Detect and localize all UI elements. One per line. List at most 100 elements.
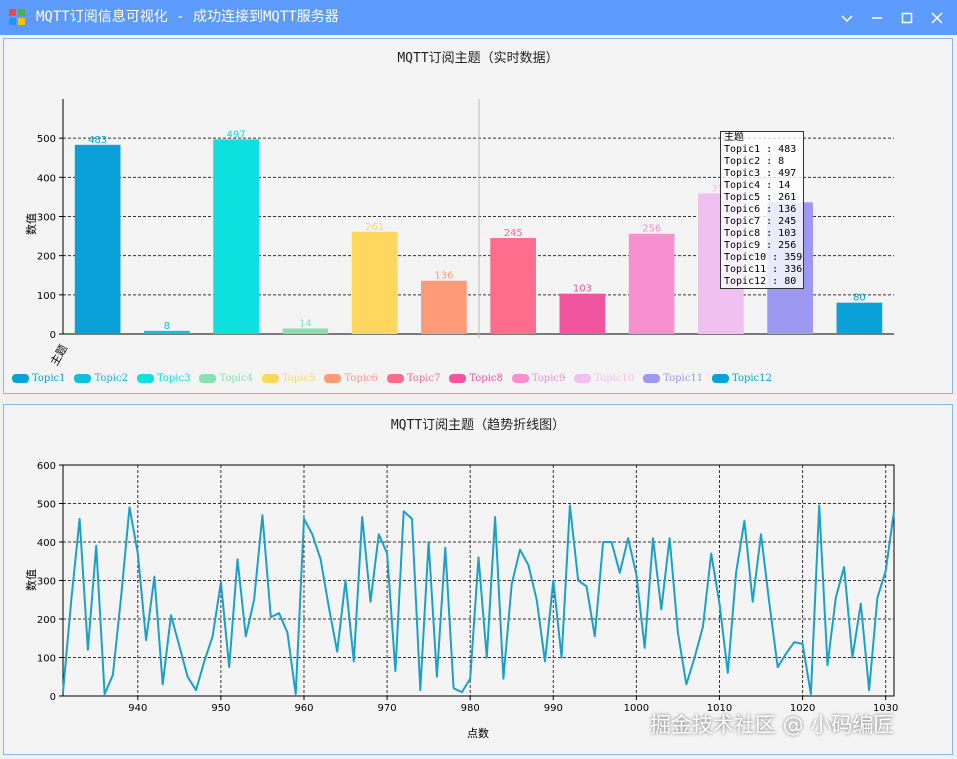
tooltip-row: Topic4 : 14: [724, 180, 791, 191]
line-x-tick-label: 1030: [873, 703, 898, 714]
bar-value-label: 14: [299, 319, 312, 330]
close-button[interactable]: [922, 0, 952, 35]
line-x-tick-label: 1020: [790, 703, 815, 714]
bar-y-axis-label: 数值: [25, 213, 38, 235]
watermark: 掘金技术社区 @ 小码编匠: [650, 713, 895, 737]
bar-y-tick-label: 300: [37, 213, 56, 224]
legend-item-topic4[interactable]: Topic4: [199, 373, 253, 384]
bar-chart-panel: MQTT订阅主题（实时数据） 0 100 200 300 400 500 483 8 497 1…: [3, 38, 953, 394]
legend-swatch: [12, 374, 29, 383]
tooltip-row: Topic10 : 359: [724, 252, 803, 263]
line-chart: 0 100 200 300 400 500 600 940 950 960 970 980 990 100…: [25, 461, 898, 740]
bar-topic3[interactable]: [213, 139, 259, 334]
bar-value-label: 136: [434, 271, 453, 282]
tooltip-row: Topic11 : 336: [724, 264, 803, 275]
line-y-tick-label: 600: [37, 461, 56, 472]
line-y-tick-label: 400: [37, 538, 56, 549]
legend-item-topic8[interactable]: Topic8: [449, 373, 503, 384]
bar-value-label: 103: [573, 284, 592, 295]
legend-swatch: [74, 374, 92, 383]
bar-topic8[interactable]: [559, 293, 606, 334]
legend-swatch: [261, 374, 279, 383]
legend-label: Topic3: [156, 373, 191, 384]
tooltip-row: Topic12 : 80: [724, 276, 797, 287]
line-x-tick-label: 1000: [624, 703, 649, 714]
legend-swatch: [643, 374, 661, 383]
tooltip-row: Topic7 : 245: [724, 216, 797, 227]
app-icon: [9, 9, 25, 25]
legend-swatch: [386, 374, 404, 383]
legend-item-topic9[interactable]: Topic9: [511, 373, 566, 384]
bar-chart: 0 100 200 300 400 500 483 8 497 14 261 136 245 103 25…: [25, 99, 894, 368]
legend-swatch: [136, 374, 154, 383]
line-y-tick-label: 100: [37, 654, 56, 665]
bar-value-label: 261: [365, 222, 384, 233]
tooltip-row: Topic8 : 103: [724, 228, 797, 239]
line-chart-title: MQTT订阅主题（趋势折线图）: [390, 418, 566, 433]
bar-y-tick-label: 0: [50, 330, 56, 341]
bar-y-tick-label: 200: [37, 252, 56, 263]
line-x-tick-label: 980: [461, 703, 480, 714]
dropdown-button[interactable]: [832, 0, 862, 35]
legend-label: Topic10: [594, 373, 635, 384]
maximize-button[interactable]: [892, 0, 922, 35]
maximize-icon: [901, 12, 913, 23]
bar-topic6[interactable]: [421, 280, 467, 334]
legend-item-topic7[interactable]: Topic7: [386, 373, 440, 384]
window-title: MQTT订阅信息可视化 - 成功连接到MQTT服务器: [36, 9, 339, 25]
line-y-axis-label: 数值: [25, 569, 38, 591]
legend-item-topic11[interactable]: Topic11: [643, 373, 703, 384]
chevron-down-icon: [841, 14, 853, 22]
bar-topic12[interactable]: [836, 302, 883, 334]
trend-line-series: [62, 504, 895, 696]
legend-label: Topic12: [732, 373, 772, 384]
line-x-tick-label: 970: [378, 703, 397, 714]
legend-item-topic3[interactable]: Topic3: [136, 373, 191, 384]
tooltip-row: Topic9 : 256: [724, 240, 797, 251]
line-plot-frame: [62, 464, 895, 697]
legend-label: Topic11: [663, 373, 704, 384]
legend-item-topic12[interactable]: Topic12: [712, 373, 772, 384]
legend-label: Topic6: [344, 373, 378, 384]
bar-value-label: 497: [227, 129, 246, 140]
legend-item-topic1[interactable]: Topic1: [12, 373, 65, 384]
line-x-tick-label: 950: [211, 703, 230, 714]
line-x-tick-label: 1010: [707, 703, 732, 714]
legend-item-topic5[interactable]: Topic5: [261, 373, 316, 384]
bar-value-label: 245: [504, 228, 523, 239]
bar-topic9[interactable]: [628, 233, 675, 334]
bar-topic4[interactable]: [282, 328, 329, 334]
bar-value-label: 483: [88, 135, 107, 146]
legend-swatch: [574, 374, 592, 383]
legend-label: Topic9: [531, 373, 566, 384]
bar-topic5[interactable]: [351, 231, 398, 334]
legend-item-topic6[interactable]: Topic6: [324, 373, 378, 384]
line-y-tick-label: 200: [37, 615, 56, 626]
legend-label: Topic8: [469, 373, 503, 384]
legend-swatch: [199, 374, 217, 383]
bar-topic7[interactable]: [490, 238, 536, 334]
legend-label: Topic5: [281, 373, 316, 384]
line-y-tick-label: 500: [37, 500, 56, 511]
bar-topic2[interactable]: [144, 330, 190, 334]
tooltip-row: Topic5 : 261: [724, 192, 797, 203]
tooltip-row: Topic1 : 483: [724, 144, 797, 155]
tooltip-row: Topic2 : 8: [724, 156, 785, 167]
bar-y-tick-label: 500: [37, 134, 56, 145]
line-y-tick-label: 0: [50, 692, 56, 703]
legend-swatch: [712, 374, 730, 383]
legend-item-topic10[interactable]: Topic10: [574, 373, 634, 384]
legend-label: Topic2: [94, 373, 128, 384]
bar-chart-title: MQTT订阅主题（实时数据）: [397, 51, 559, 66]
line-x-axis-label: 点数: [467, 727, 489, 740]
minimize-icon: [872, 16, 882, 19]
window-titlebar: MQTT订阅信息可视化 - 成功连接到MQTT服务器: [0, 0, 957, 35]
bar-value-label: 8: [164, 321, 170, 332]
minimize-button[interactable]: [862, 0, 892, 35]
legend-swatch: [511, 374, 529, 383]
bar-topic1[interactable]: [74, 144, 121, 334]
legend-swatch: [324, 374, 342, 383]
line-chart-panel: MQTT订阅主题（趋势折线图） 0 100 200 300 400 500 600 940 95…: [3, 404, 953, 755]
legend-item-topic2[interactable]: Topic2: [74, 373, 128, 384]
bar-y-tick-label: 400: [37, 173, 56, 184]
